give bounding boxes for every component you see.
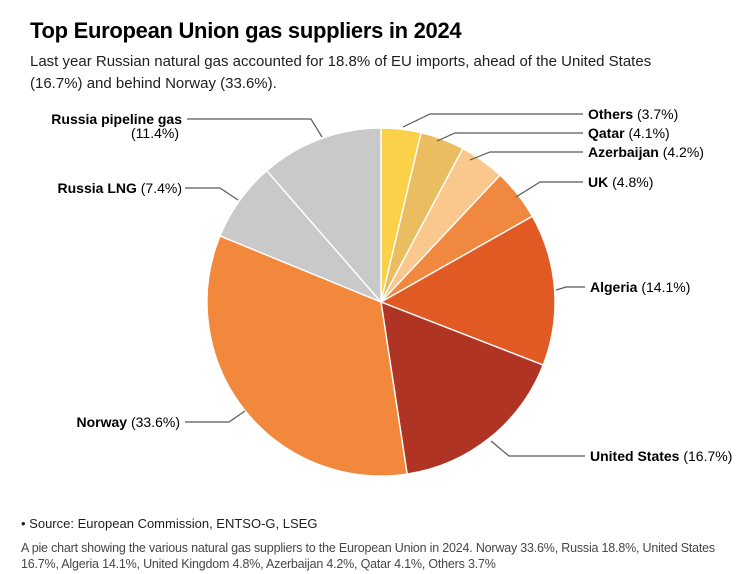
slice-label-azerbaijan: Azerbaijan (4.2%)	[588, 144, 704, 160]
slice-label-russia-lng: Russia LNG (7.4%)	[58, 180, 182, 196]
slice-label-others: Others (3.7%)	[588, 106, 678, 122]
leader-line-algeria	[555, 286, 585, 291]
pie-slice-united-states	[380, 301, 544, 475]
slice-label-algeria: Algeria (14.1%)	[590, 279, 690, 295]
slice-label-uk: UK (4.8%)	[588, 174, 653, 190]
chart-subtitle: Last year Russian natural gas accounted …	[30, 53, 652, 92]
slice-label-norway: Norway (33.6%)	[77, 414, 181, 430]
leader-line-uk	[515, 181, 583, 198]
source-note: • Source: European Commission, ENTSO-G, …	[21, 516, 318, 531]
pie-slice-algeria	[380, 215, 556, 366]
chart-title: Top European Union gas suppliers in 2024	[30, 17, 462, 43]
leader-line-russia-pipeline-gas	[187, 118, 323, 138]
leader-line-norway	[185, 410, 246, 423]
leader-line-others	[402, 113, 583, 128]
leader-line-russia-lng	[185, 187, 239, 201]
chart-description: A pie chart showing the various natural …	[21, 541, 715, 571]
slice-label-russia-pipeline-gas: Russia pipeline gas	[51, 111, 182, 127]
pie-slice-russia-pipeline-gas	[266, 127, 382, 303]
leader-line-azerbaijan	[469, 151, 583, 161]
slice-label-united-states: United States (16.7%)	[590, 448, 732, 464]
slice-label-qatar: Qatar (4.1%)	[588, 125, 670, 141]
leader-line-qatar	[436, 132, 583, 142]
pie-slice-norway	[206, 235, 408, 477]
slice-value-russia-pipeline-gas: (11.4%)	[131, 125, 179, 141]
leader-line-united-states	[490, 440, 585, 457]
